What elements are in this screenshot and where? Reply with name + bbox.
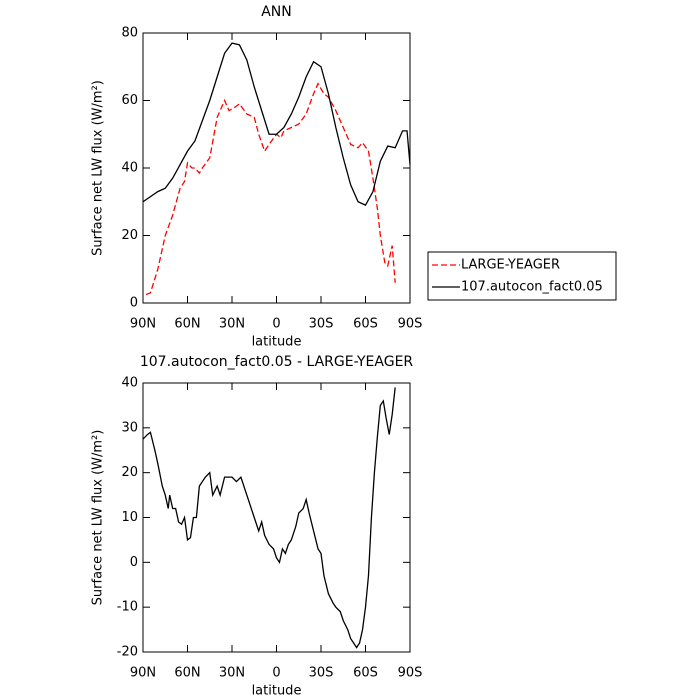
x-tick-label: 90N: [130, 317, 156, 332]
y-tick-label: 60: [121, 93, 138, 108]
x-tick-label: 30S: [309, 666, 334, 681]
y-tick-label: 80: [121, 26, 138, 41]
y-tick-label: 0: [130, 296, 138, 311]
x-tick-label: 30S: [309, 317, 334, 332]
y-tick-label: -10: [117, 600, 138, 615]
x-tick-label: 0: [272, 317, 280, 332]
x-tick-label: 30N: [219, 666, 245, 681]
x-tick-label: 60N: [174, 666, 200, 681]
x-axis-label: latitude: [252, 684, 302, 699]
y-tick-label: 10: [121, 510, 138, 525]
y-tick-label: 20: [121, 465, 138, 480]
y-tick-label: -20: [117, 645, 138, 660]
legend-label: LARGE-YEAGER: [461, 258, 560, 273]
x-tick-label: 0: [272, 666, 280, 681]
plot-frame: [142, 32, 411, 304]
chart-title: ANN: [261, 4, 292, 20]
x-tick-label: 60N: [174, 317, 200, 332]
x-tick-label: 90S: [398, 666, 423, 681]
y-tick-label: 20: [121, 228, 138, 243]
data-line: [145, 82, 396, 296]
x-axis-label: latitude: [252, 335, 302, 350]
data-line: [142, 387, 396, 649]
x-tick-label: 30N: [219, 317, 245, 332]
x-tick-label: 60S: [353, 666, 378, 681]
plot-frame: [142, 382, 411, 653]
chart-title: 107.autocon_fact0.05 - LARGE-YEAGER: [140, 354, 414, 370]
y-tick-label: 0: [130, 555, 138, 570]
y-tick-label: 40: [121, 376, 138, 391]
x-tick-label: 90S: [398, 317, 423, 332]
x-tick-label: 90N: [130, 666, 156, 681]
x-tick-label: 60S: [353, 317, 378, 332]
y-tick-label: 30: [121, 420, 138, 435]
y-tick-label: 40: [121, 161, 138, 176]
data-line: [142, 42, 411, 206]
y-axis-label: Surface net LW flux (W/m²): [91, 80, 106, 256]
legend-box: [427, 251, 617, 301]
legend-label: 107.autocon_fact0.05: [461, 280, 603, 295]
y-axis-label: Surface net LW flux (W/m²): [91, 430, 106, 606]
